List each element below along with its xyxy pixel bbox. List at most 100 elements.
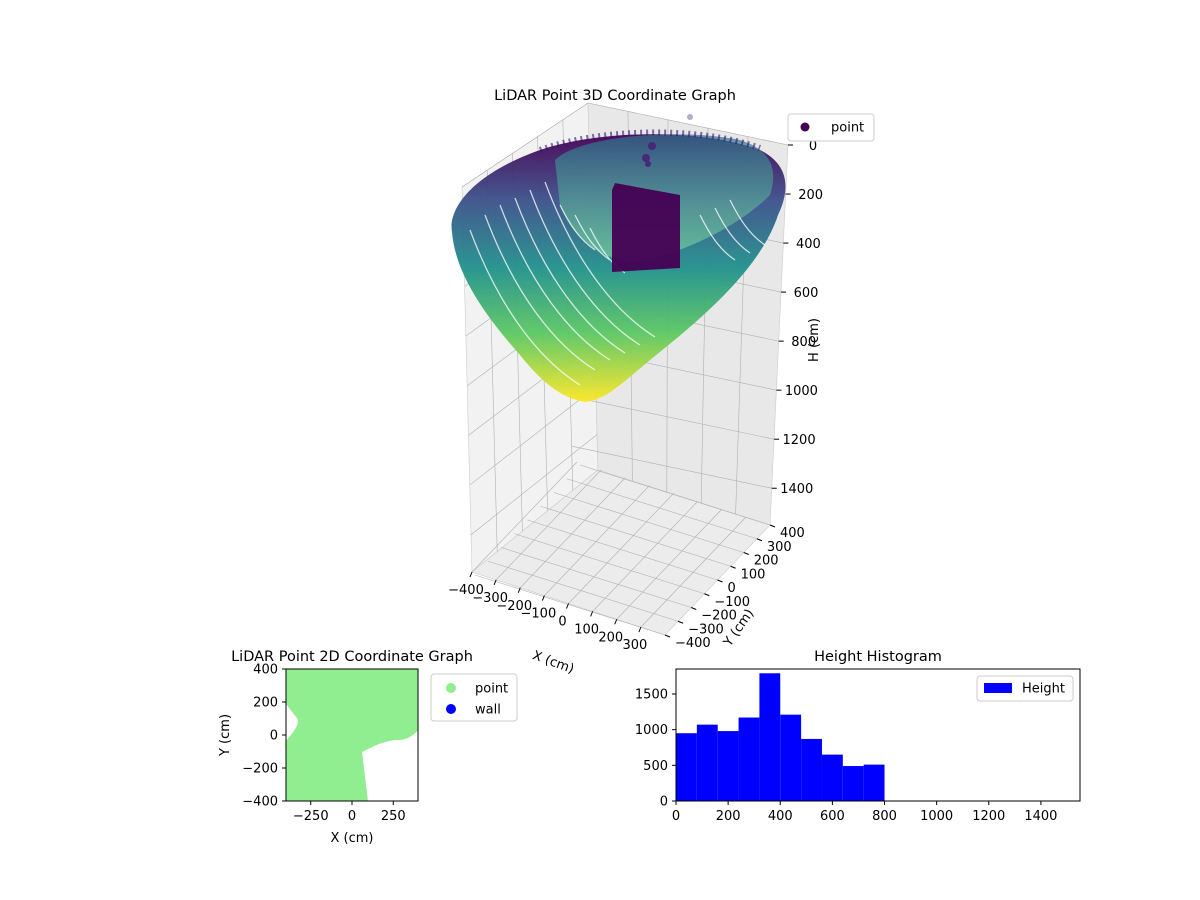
2d-x-tick-label: 250 xyxy=(381,809,406,824)
histogram-y-tick-label: 1000 xyxy=(635,723,668,738)
y-tick-label: 400 xyxy=(780,526,805,541)
histogram-bar xyxy=(801,738,822,801)
y-tick-mark xyxy=(756,538,763,542)
point-cloud-scan-lines xyxy=(469,181,766,386)
height-histogram: Height Histogram 0 200 400 600 800 1000 1200 14… xyxy=(635,649,1081,824)
scan-line xyxy=(559,204,596,251)
y-gridline xyxy=(579,464,771,526)
y-tick-label: 200 xyxy=(754,554,779,569)
y-tick-label: −300 xyxy=(688,622,724,637)
histogram-x-axis-ticks: 0 200 400 600 800 1000 1200 1400 xyxy=(672,801,1057,824)
point-cloud-outliers xyxy=(642,114,693,167)
2d-y-tick-label: −200 xyxy=(242,762,278,777)
histogram-y-tick-label: 0 xyxy=(660,795,668,810)
x-tick-mark xyxy=(469,571,473,578)
x-gridline xyxy=(592,501,698,612)
point-cloud-column xyxy=(612,183,680,272)
z-tick-label: 1400 xyxy=(780,482,813,497)
x-tick-mark xyxy=(590,611,594,617)
x-tick-label: −100 xyxy=(521,607,557,622)
2d-y-axis-ticks: 400 200 0 −200 −400 xyxy=(242,663,286,810)
2d-scatter-plot: LiDAR Point 2D Coordinate Graph −250 0 250… xyxy=(218,649,518,846)
2d-y-tick-label: 0 xyxy=(270,729,278,744)
histogram-x-tick-label: 1400 xyxy=(1024,809,1057,824)
histogram-legend: Height xyxy=(976,675,1074,702)
histogram-bar xyxy=(717,731,739,801)
histogram-bar xyxy=(863,764,885,801)
z-gridline-left xyxy=(461,102,589,188)
z-gridline-left xyxy=(470,434,598,535)
histogram-x-tick-label: 800 xyxy=(872,809,897,824)
histogram-bar xyxy=(759,673,781,801)
y-gridline xyxy=(474,574,666,636)
2d-chart-title: LiDAR Point 2D Coordinate Graph xyxy=(231,649,473,665)
scan-line xyxy=(544,181,656,338)
x-tick-label: −400 xyxy=(448,583,484,598)
y-tick-mark xyxy=(717,579,723,583)
3d-x-axis-label: X (cm) xyxy=(530,648,576,677)
y-tick-mark xyxy=(664,634,671,638)
2d-y-tick-label: 200 xyxy=(253,696,278,711)
y-tick-mark xyxy=(704,593,710,597)
y-tick-label: −100 xyxy=(714,595,750,610)
2d-legend-point-marker xyxy=(446,683,456,693)
x-tick-mark xyxy=(517,587,521,593)
2d-y-tick-label: −400 xyxy=(242,795,278,810)
histogram-frame xyxy=(675,668,1081,802)
z-tick-label: 200 xyxy=(798,188,823,203)
3d-chart-title: LiDAR Point 3D Coordinate Graph xyxy=(494,88,736,104)
y-gridline xyxy=(540,505,731,567)
histogram-x-tick-label: 1000 xyxy=(920,809,953,824)
scan-line xyxy=(529,189,641,346)
scan-line xyxy=(469,229,581,386)
2d-x-axis-label: X (cm) xyxy=(331,831,374,846)
histogram-bar xyxy=(842,766,864,801)
scan-line xyxy=(729,199,766,246)
x-tick-mark xyxy=(541,595,545,601)
z-gridline-right xyxy=(574,396,775,440)
z-gridline-left xyxy=(469,386,596,486)
y-gridline xyxy=(501,547,692,608)
z-gridline-right xyxy=(571,445,772,489)
3d-z-axis-label: H (cm) xyxy=(807,318,822,362)
y-gridline xyxy=(553,492,744,553)
y-tick-mark xyxy=(677,620,684,624)
z-tick-label: 1200 xyxy=(783,433,816,448)
x-tick-mark xyxy=(566,603,569,609)
y-gridline xyxy=(514,533,705,595)
2d-legend-wall-label: wall xyxy=(475,703,501,718)
histogram-x-tick-label: 400 xyxy=(768,809,793,824)
3d-point-cloud xyxy=(451,114,786,402)
histogram-bar xyxy=(821,754,843,801)
x-tick-mark xyxy=(614,619,618,625)
2d-point-region-lobe xyxy=(300,724,363,756)
2d-x-tick-label: 0 xyxy=(348,809,356,824)
2d-y-tick-label: 400 xyxy=(253,663,278,678)
histogram-title: Height Histogram xyxy=(814,649,942,665)
scan-line xyxy=(714,207,751,254)
histogram-bar xyxy=(738,717,760,801)
2d-x-tick-label: −250 xyxy=(293,809,329,824)
z-tick-label: 0 xyxy=(809,139,817,154)
x-tick-label: 300 xyxy=(622,638,647,653)
y-tick-label: 300 xyxy=(767,540,792,555)
histogram-x-tick-label: 200 xyxy=(716,809,741,824)
histogram-y-axis-ticks: 0 500 1000 1500 xyxy=(635,687,676,810)
x-tick-label: 0 xyxy=(558,615,566,630)
y-gridline xyxy=(527,519,718,581)
x-gridline xyxy=(471,461,578,573)
x-tick-label: 200 xyxy=(598,630,623,645)
2d-legend: point wall xyxy=(430,673,518,722)
y-tick-label: −200 xyxy=(701,609,737,624)
scan-line xyxy=(514,197,626,354)
y-tick-mark xyxy=(743,552,749,555)
scan-line xyxy=(484,214,596,371)
z-axis-3d-ticks: 0 200 400 600 800 1000 1200 1400 xyxy=(771,139,823,497)
x-gridline xyxy=(616,509,722,620)
x-gridline xyxy=(544,485,650,596)
x-tick-label: −200 xyxy=(496,599,532,614)
